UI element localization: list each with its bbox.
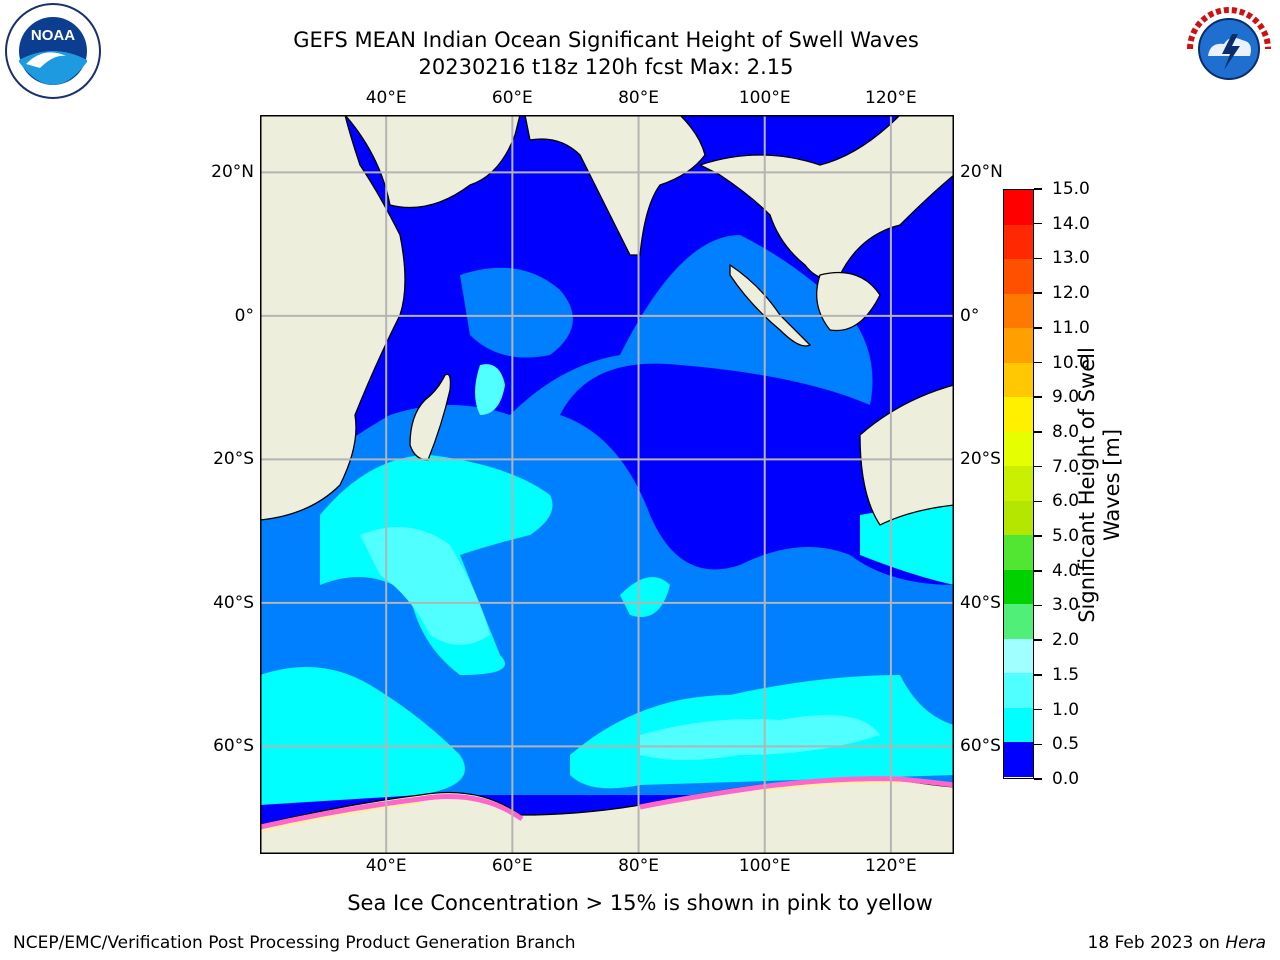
colorbar-tick-label: 0.5 [1052, 734, 1080, 755]
colorbar-tick [1034, 500, 1042, 503]
nws-logo [1182, 2, 1276, 96]
colorbar-tick-label: 6.0 [1052, 491, 1080, 512]
colorbar-tick [1034, 361, 1042, 364]
colorbar-tick [1034, 327, 1042, 329]
lon-tick-label: 60°E [491, 856, 533, 876]
lat-tick-label-right: 0° [960, 305, 980, 326]
colorbar-tick-label: 9.0 [1052, 387, 1080, 408]
colorbar-tick-label: 7.0 [1052, 456, 1080, 477]
colorbar-tick-label: 8.0 [1052, 421, 1080, 442]
noaa-logo-text: NOAA [31, 27, 75, 44]
lon-tick-label: 120°E [865, 88, 917, 108]
lat-tick-label-left: 0° [234, 305, 254, 326]
map-frame [260, 115, 954, 854]
colorbar-segment [1004, 293, 1033, 329]
colorbar-tick [1034, 535, 1042, 537]
sea-ice-edge [260, 776, 954, 832]
sumatra-land [729, 263, 812, 347]
gridlines [260, 115, 954, 854]
lon-tick-label: 60°E [491, 88, 533, 108]
madagascar-land [409, 373, 452, 461]
colorbar-tick-label: 14.0 [1052, 213, 1090, 234]
colorbar-tick-label: 5.0 [1052, 526, 1080, 547]
colorbar-tick-label: 12.0 [1052, 283, 1090, 304]
colorbar-tick [1034, 465, 1042, 468]
colorbar-tick [1034, 639, 1042, 641]
africa-land [260, 115, 521, 521]
lon-tick-label: 40°E [365, 856, 407, 876]
colorbar-tick [1034, 292, 1042, 294]
date-label: 18 Feb 2023 on [1087, 933, 1220, 953]
lat-tick-label-right: 60°S [960, 736, 1001, 757]
colorbar-segment [1004, 604, 1033, 639]
colorbar-segment [1004, 638, 1033, 674]
colorbar-tick-label: 1.5 [1052, 664, 1080, 685]
australia-land [859, 384, 954, 526]
colorbar [1003, 189, 1034, 779]
colorbar-segment [1004, 224, 1033, 260]
colorbar-tick [1034, 396, 1042, 398]
colorbar-title-line1: Significant Height of Swell [1075, 347, 1099, 623]
colorbar-segment [1004, 466, 1033, 501]
lon-tick-label: 80°E [618, 88, 659, 108]
lon-tick-label: 80°E [618, 856, 659, 876]
chart-title: GEFS MEAN Indian Ocean Significant Heigh… [293, 28, 919, 52]
date-text: 18 Feb 2023 on Hera [1088, 933, 1266, 953]
colorbar-segment [1004, 673, 1033, 708]
colorbar-segment [1004, 535, 1033, 570]
lon-tick-label: 100°E [738, 88, 791, 108]
colorbar-tick [1034, 778, 1042, 780]
lat-tick-label-left: 20°N [211, 162, 254, 183]
swell-field-0.5-1.0 [260, 235, 954, 795]
colorbar-segment [1004, 742, 1033, 777]
colorbar-segment [1004, 328, 1033, 363]
colorbar-segment [1004, 707, 1033, 743]
colorbar-tick [1034, 188, 1042, 190]
colorbar-tick-label: 0.0 [1052, 769, 1080, 789]
lat-tick-label-right: 40°S [960, 592, 1001, 613]
colorbar-segment [1004, 500, 1033, 536]
sea-ice-note: Sea Ice Concentration > 15% is shown in … [347, 891, 933, 915]
colorbar-tick [1034, 708, 1042, 711]
colorbar-tick [1034, 570, 1042, 572]
swell-field-1.5-2.0 [360, 364, 880, 760]
lat-tick-label-right: 20°S [960, 449, 1001, 470]
colorbar-tick-label: 10.0 [1052, 352, 1090, 373]
colorbar-tick-label: 11.0 [1052, 317, 1090, 338]
colorbar-tick [1034, 257, 1042, 260]
colorbar-tick [1034, 743, 1042, 746]
lat-tick-label-right: 20°N [960, 162, 1003, 183]
colorbar-tick [1034, 222, 1042, 225]
host-label: Hera [1225, 933, 1266, 953]
colorbar-title-line2: Waves [m] [1100, 428, 1124, 542]
lon-tick-label: 40°E [365, 88, 407, 108]
colorbar-tick-label: 1.0 [1052, 699, 1080, 720]
colorbar-tick-label: 15.0 [1052, 179, 1090, 199]
lat-tick-label-left: 40°S [213, 592, 254, 613]
colorbar-segment [1004, 259, 1033, 294]
lon-tick-label: 120°E [865, 856, 917, 876]
colorbar-tick-label: 13.0 [1052, 248, 1090, 269]
chart-subtitle: 20230216 t18z 120h fcst Max: 2.15 [418, 55, 794, 79]
colorbar-segment [1004, 431, 1033, 467]
colorbar-tick [1034, 604, 1042, 607]
map-plot [260, 115, 954, 854]
lon-tick-label: 100°E [738, 856, 791, 876]
colorbar-tick-label: 4.0 [1052, 560, 1080, 581]
colorbar-segment [1004, 190, 1033, 225]
colorbar-tick-label: 3.0 [1052, 595, 1080, 616]
colorbar-tick [1034, 674, 1042, 676]
credit-text: NCEP/EMC/Verification Post Processing Pr… [13, 933, 576, 953]
lat-tick-label-left: 20°S [213, 449, 254, 470]
india-land [524, 115, 706, 256]
colorbar-segment [1004, 569, 1033, 605]
colorbar-segment [1004, 397, 1033, 432]
noaa-logo: NOAA [5, 3, 101, 99]
colorbar-segment [1004, 362, 1033, 398]
colorbar-tick [1034, 431, 1042, 433]
lat-tick-label-left: 60°S [213, 736, 254, 757]
colorbar-tick-label: 2.0 [1052, 630, 1080, 651]
